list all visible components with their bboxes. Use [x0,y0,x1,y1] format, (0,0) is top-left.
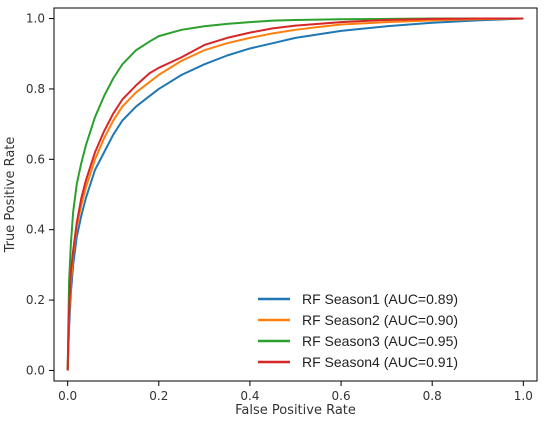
legend-label-1: RF Season1 (AUC=0.89) [302,291,458,307]
y-axis-label: True Positive Rate [3,137,18,254]
legend: RF Season1 (AUC=0.89) RF Season2 (AUC=0.9… [258,291,458,370]
y-tick-label: 0.8 [26,82,45,96]
x-tick-label: 0.6 [332,389,351,403]
x-tick-label: 0.8 [423,389,442,403]
x-axis-label: False Positive Rate [235,403,356,418]
y-tick-label: 0.6 [26,152,45,166]
x-tick-label: 1.0 [514,389,533,403]
y-tick-label: 1.0 [26,12,45,26]
x-tick-label: 0.4 [240,389,259,403]
plot-frame [53,7,538,382]
series-line-3 [66,17,524,371]
y-tick-label: 0.0 [26,363,45,377]
legend-label-3: RF Season3 (AUC=0.95) [302,333,458,349]
legend-label-2: RF Season2 (AUC=0.90) [302,312,458,328]
series-line-1 [66,17,524,371]
x-tick-label: 0.0 [58,389,77,403]
legend-label-4: RF Season4 (AUC=0.91) [302,354,458,370]
y-tick-label: 0.4 [26,223,45,237]
series-line-4 [66,17,524,371]
y-tick-label: 0.2 [26,293,45,307]
x-tick-label: 0.2 [149,389,168,403]
axes: 0.0 0.2 0.4 0.6 0.8 1.0 0.0 0.2 0.4 0.6 0.8 1.0 [26,7,538,403]
plot-area [66,17,524,371]
